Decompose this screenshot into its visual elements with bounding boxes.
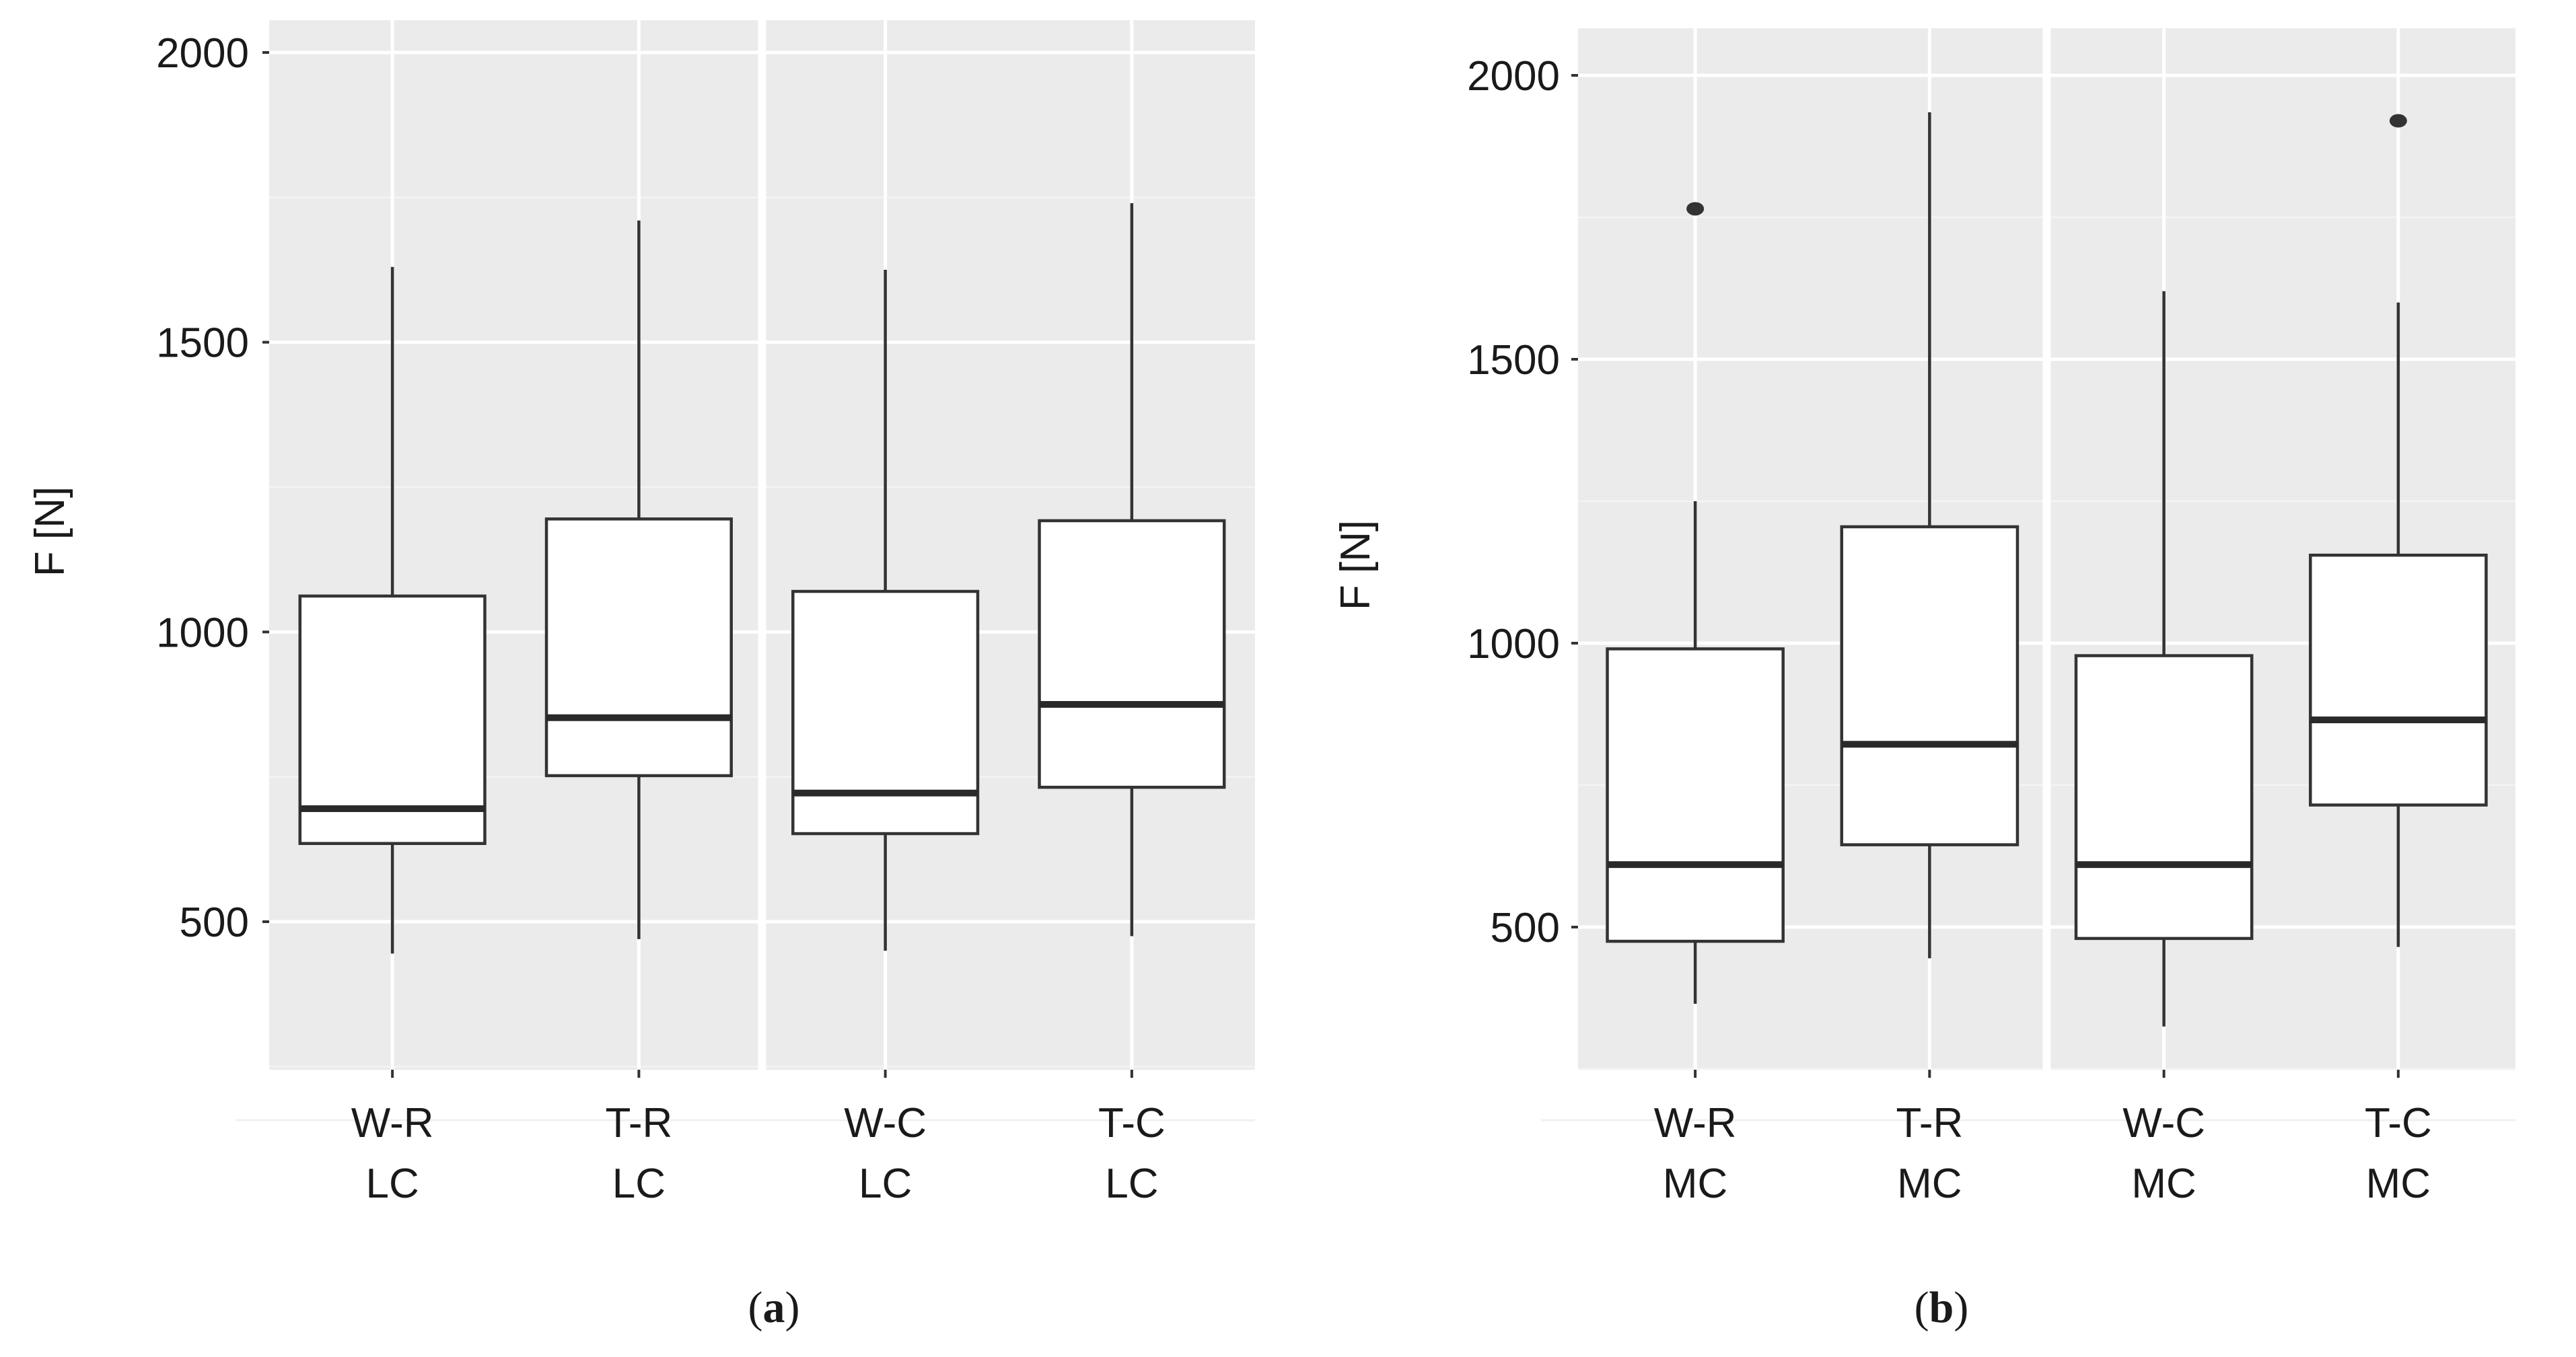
boxplot-t-c-lc: T-C LC: [1038, 203, 1226, 1207]
x-tick-label-line2: LC: [365, 1161, 419, 1207]
y-axis-label: F [N]: [27, 486, 73, 577]
panel-caption: (a): [748, 1283, 800, 1332]
x-tick-label-line1: T-C: [1098, 1100, 1166, 1146]
boxplot-w-r-mc: W-R MC: [1606, 202, 1785, 1207]
iqr-box: [1606, 647, 1785, 943]
panel-caption: (b): [1915, 1283, 1969, 1332]
x-tick-label-line1: W-R: [351, 1100, 434, 1146]
iqr-box: [1840, 525, 2019, 846]
caption-close: ): [1954, 1283, 1968, 1332]
x-tick-label-line1: W-R: [1654, 1100, 1737, 1146]
x-tick-label-line2: MC: [1897, 1161, 1962, 1207]
y-tick-label: 500: [180, 900, 249, 946]
x-tick-label-line2: MC: [2131, 1161, 2196, 1207]
iqr-box: [544, 517, 733, 778]
iqr-box: [1038, 519, 1226, 789]
x-tick-label-line2: LC: [612, 1161, 666, 1207]
outlier-point: [2389, 114, 2407, 128]
y-tick-label: 1500: [156, 320, 249, 367]
iqr-box: [791, 589, 980, 836]
boxplot-t-r-lc: T-R LC: [544, 220, 733, 1207]
y-tick-label: 1000: [156, 610, 249, 656]
x-tick-label-line1: T-R: [1896, 1100, 1963, 1146]
y-tick-label: 1000: [1467, 621, 1560, 667]
boxplot-w-r-lc: W-R LC: [298, 266, 487, 1207]
iqr-box: [298, 594, 487, 845]
boxplot-w-c-lc: W-C LC: [791, 270, 980, 1207]
caption-letter: b: [1929, 1283, 1954, 1332]
caption-open: (: [1915, 1283, 1929, 1332]
chart-panel-b: 500 1000 1500 2000 W-R MC T-R MC W-C MC T-C MC F [N]…: [1332, 28, 2515, 1332]
iqr-box: [2309, 553, 2488, 807]
iqr-box: [2074, 654, 2254, 941]
boxplot-t-r-mc: T-R MC: [1840, 112, 2019, 1207]
y-tick-label: 1500: [1467, 337, 1560, 383]
caption-letter: a: [763, 1283, 785, 1332]
x-tick-label-line2: LC: [859, 1161, 912, 1207]
chart-panel-a: 500 1000 1500 2000 W-R LC T-R LC W-C LC T-C LC F [N]…: [27, 20, 1255, 1332]
y-tick-label: 2000: [1467, 53, 1560, 100]
caption-close: ): [785, 1283, 800, 1332]
boxplot-t-c-mc: T-C MC: [2309, 114, 2488, 1207]
caption-open: (: [748, 1283, 763, 1332]
y-tick-label: 2000: [156, 30, 249, 77]
x-tick-label-line2: MC: [2366, 1161, 2431, 1207]
x-tick-label-line1: W-C: [2122, 1100, 2205, 1146]
y-axis-label: F [N]: [1332, 520, 1379, 610]
outlier-point: [1686, 202, 1705, 216]
x-tick-label-line2: MC: [1663, 1161, 1727, 1207]
boxplot-w-c-mc: W-C MC: [2074, 291, 2254, 1207]
x-tick-label-line1: T-C: [2365, 1100, 2432, 1146]
x-tick-label-line1: W-C: [844, 1100, 927, 1146]
x-tick-label-line1: T-R: [605, 1100, 672, 1146]
x-tick-label-line2: LC: [1105, 1161, 1158, 1207]
y-tick-label: 500: [1491, 905, 1560, 951]
